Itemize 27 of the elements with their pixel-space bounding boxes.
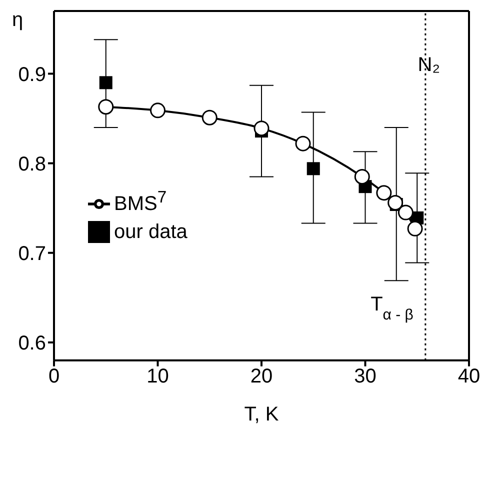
x-tick-label: 30 [354, 366, 376, 388]
point [202, 110, 218, 126]
point [407, 220, 423, 236]
ref-line-label: T$_{α - β}$ [370, 293, 414, 323]
point [99, 76, 112, 90]
x-tick-label: 20 [250, 366, 273, 388]
point [254, 120, 270, 136]
y-tick-label: 0.8 [18, 153, 46, 176]
x-tick-label: 0 [48, 366, 60, 388]
annotation: N₂ [418, 54, 440, 77]
point [354, 168, 370, 184]
point [150, 102, 166, 118]
legend-label: BMS$^{7}$ [114, 187, 167, 215]
y-tick-label: 0.7 [18, 242, 46, 265]
x-axis-title: T, K [244, 403, 280, 426]
y-axis-title: η [12, 8, 24, 32]
y-tick-label: 0.9 [18, 64, 46, 86]
point [398, 204, 414, 220]
point [295, 136, 311, 152]
point [98, 99, 114, 115]
point [388, 194, 404, 210]
x-tick-label: 40 [458, 366, 480, 388]
y-tick-label: 0.6 [18, 332, 46, 355]
x-tick-label: 10 [146, 366, 169, 388]
point [376, 185, 392, 201]
point [306, 162, 320, 176]
legend-label: our data [114, 220, 188, 243]
